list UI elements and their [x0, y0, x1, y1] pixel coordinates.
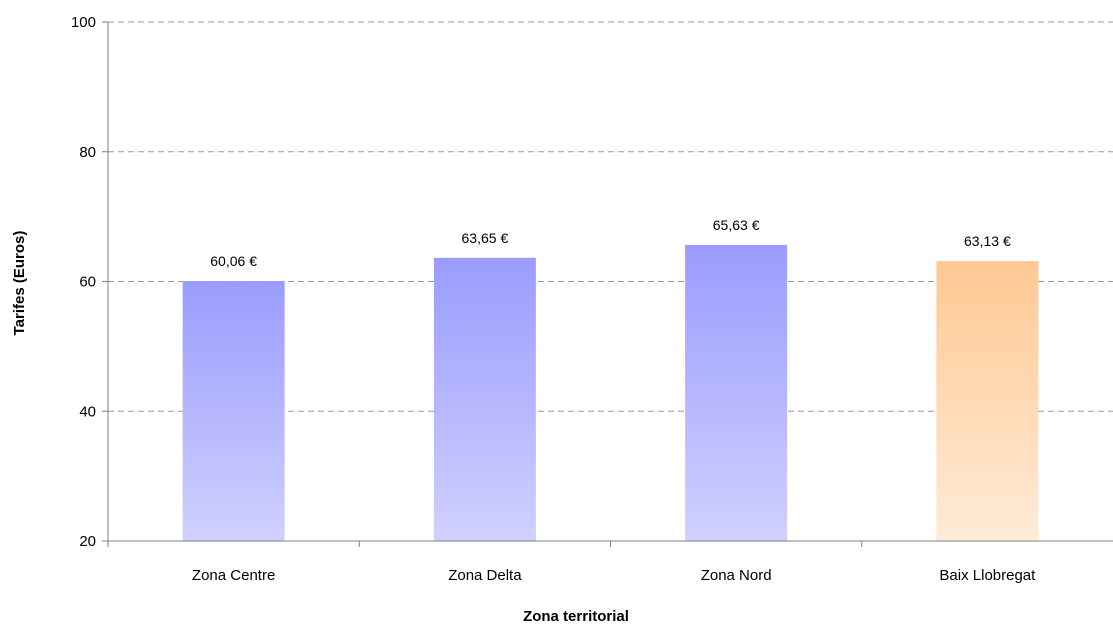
y-tick-label-100: 100: [71, 14, 96, 31]
bar-zona-nord: [685, 244, 788, 541]
bars: [182, 244, 1039, 541]
y-tick-label-80: 80: [79, 144, 96, 161]
data-label-zona-nord: 65,63 €: [713, 217, 760, 233]
y-tick-label-20: 20: [79, 533, 96, 550]
labels: 20 40 60 80 100 60,06 € Zona Centre 63,65 € Zona…: [71, 14, 1036, 584]
y-axis-title: Tarifes (Euros): [11, 231, 28, 336]
data-label-zona-centre: 60,06 €: [210, 253, 257, 269]
data-label-zona-delta: 63,65 €: [462, 230, 509, 246]
x-tick-label-zona-centre: Zona Centre: [192, 567, 275, 584]
x-axis-title: Zona territorial: [523, 608, 629, 625]
bar-zona-delta: [433, 257, 536, 541]
x-tick-label-baix-llobregat: Baix Llobregat: [939, 567, 1036, 584]
y-tick-label-60: 60: [79, 274, 96, 291]
y-tick-label-40: 40: [79, 403, 96, 420]
gridlines: [108, 21, 1113, 412]
data-label-baix-llobregat: 63,13 €: [964, 233, 1011, 249]
bar-baix-llobregat: [936, 261, 1039, 541]
axes: [102, 21, 1113, 547]
x-tick-label-zona-nord: Zona Nord: [701, 567, 772, 584]
bar-zona-centre: [182, 281, 285, 541]
x-tick-label-zona-delta: Zona Delta: [448, 567, 522, 584]
